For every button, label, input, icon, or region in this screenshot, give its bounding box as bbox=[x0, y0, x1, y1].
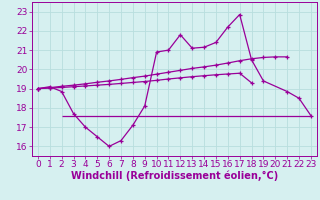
X-axis label: Windchill (Refroidissement éolien,°C): Windchill (Refroidissement éolien,°C) bbox=[71, 171, 278, 181]
